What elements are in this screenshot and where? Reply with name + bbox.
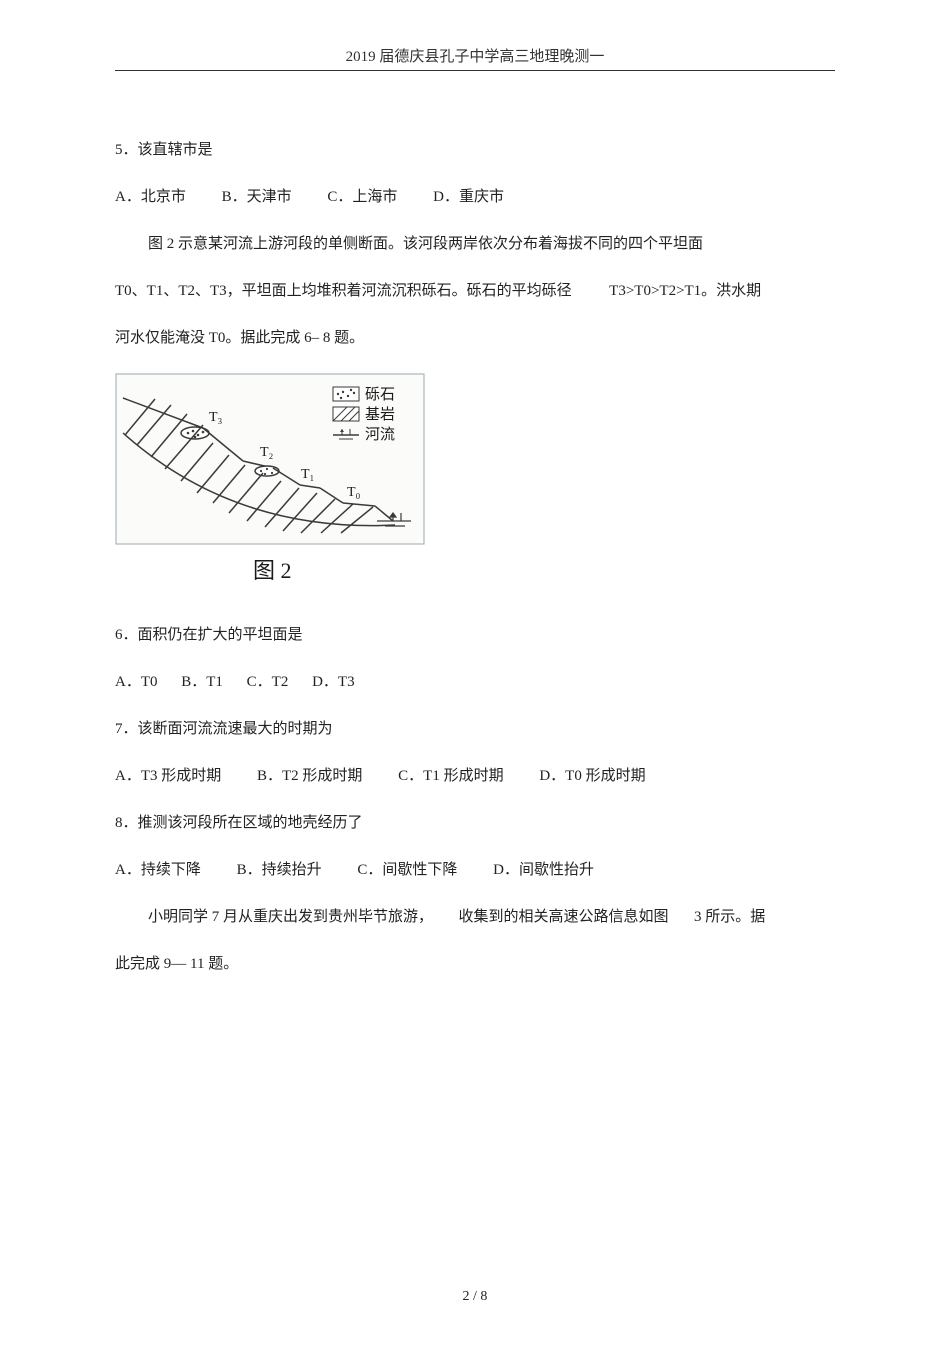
passage2-line1: 图 2 示意某河流上游河段的单侧断面。该河段两岸依次分布着海拔不同的四个平坦面 [115, 225, 835, 264]
passage3-line1: 小明同学 7 月从重庆出发到贵州毕节旅游， 收集到的相关高速公路信息如图 3 所… [115, 898, 835, 937]
legend-bedrock: 基岩 [365, 406, 395, 423]
q8-stem: 8．推测该河段所在区域的地壳经历了 [115, 804, 835, 843]
passage2-line2b: T3>T0>T2>T1。洪水期 [609, 283, 761, 299]
q7-opt-b: B．T2 形成时期 [257, 768, 362, 784]
passage2-line2: T0、T1、T2、T3，平坦面上均堆积着河流沉积砾石。砾石的平均砾径 T3>T0… [115, 272, 835, 311]
q8-opt-b: B．持续抬升 [237, 862, 322, 878]
q6-opt-b: B．T1 [181, 674, 223, 690]
label-t2: T₂ [260, 445, 274, 460]
q5-opt-b: B．天津市 [222, 189, 292, 205]
q7-opt-c: C．T1 形成时期 [398, 768, 503, 784]
q5-stem: 5．该直辖市是 [115, 131, 835, 170]
header-rule [115, 70, 835, 71]
q6-stem: 6．面积仍在扩大的平坦面是 [115, 616, 835, 655]
q8-opt-a: A．持续下降 [115, 862, 201, 878]
q5-opt-a: A．北京市 [115, 189, 186, 205]
q8-opt-d: D．间歇性抬升 [493, 862, 594, 878]
q7-stem: 7．该断面河流流速最大的时期为 [115, 710, 835, 749]
label-t1: T₁ [301, 467, 314, 482]
passage3-line1b: 收集到的相关高速公路信息如图 [459, 909, 669, 925]
passage3-line2: 此完成 9— 11 题。 [115, 945, 835, 984]
q5-opt-c: C．上海市 [327, 189, 397, 205]
legend-river: 河流 [365, 426, 395, 443]
figure-2: 砾石 基岩 河流 [115, 373, 835, 598]
q6-opt-a: A．T0 [115, 674, 158, 690]
q6-options: A．T0 B．T1 C．T2 D．T3 [115, 663, 835, 702]
passage3-line1a: 小明同学 7 月从重庆出发到贵州毕节旅游， [148, 909, 433, 925]
q5-opt-d: D．重庆市 [433, 189, 504, 205]
q6-opt-d: D．T3 [312, 674, 355, 690]
figure2-caption: 图 2 [253, 558, 292, 583]
q8-options: A．持续下降 B．持续抬升 C．间歇性下降 D．间歇性抬升 [115, 851, 835, 890]
q7-opt-d: D．T0 形成时期 [539, 768, 645, 784]
legend-gravel: 砾石 [365, 386, 395, 403]
q8-opt-c: C．间歇性下降 [357, 862, 457, 878]
label-t0: T₀ [347, 485, 361, 500]
passage3-line1c: 3 所示。据 [694, 909, 765, 925]
q7-opt-a: A．T3 形成时期 [115, 768, 221, 784]
page-header-title: 2019 届德庆县孔子中学高三地理晚测一 [115, 45, 835, 66]
label-t3: T₃ [209, 410, 223, 425]
passage2-line3: 河水仅能淹没 T0。据此完成 6– 8 题。 [115, 319, 835, 358]
q6-opt-c: C．T2 [247, 674, 289, 690]
passage2-line2a: T0、T1、T2、T3，平坦面上均堆积着河流沉积砾石。砾石的平均砾径 [115, 283, 572, 299]
page-footer: 2 / 8 [0, 1289, 950, 1305]
q5-options: A．北京市 B．天津市 C．上海市 D．重庆市 [115, 178, 835, 217]
q7-options: A．T3 形成时期 B．T2 形成时期 C．T1 形成时期 D．T0 形成时期 [115, 757, 835, 796]
